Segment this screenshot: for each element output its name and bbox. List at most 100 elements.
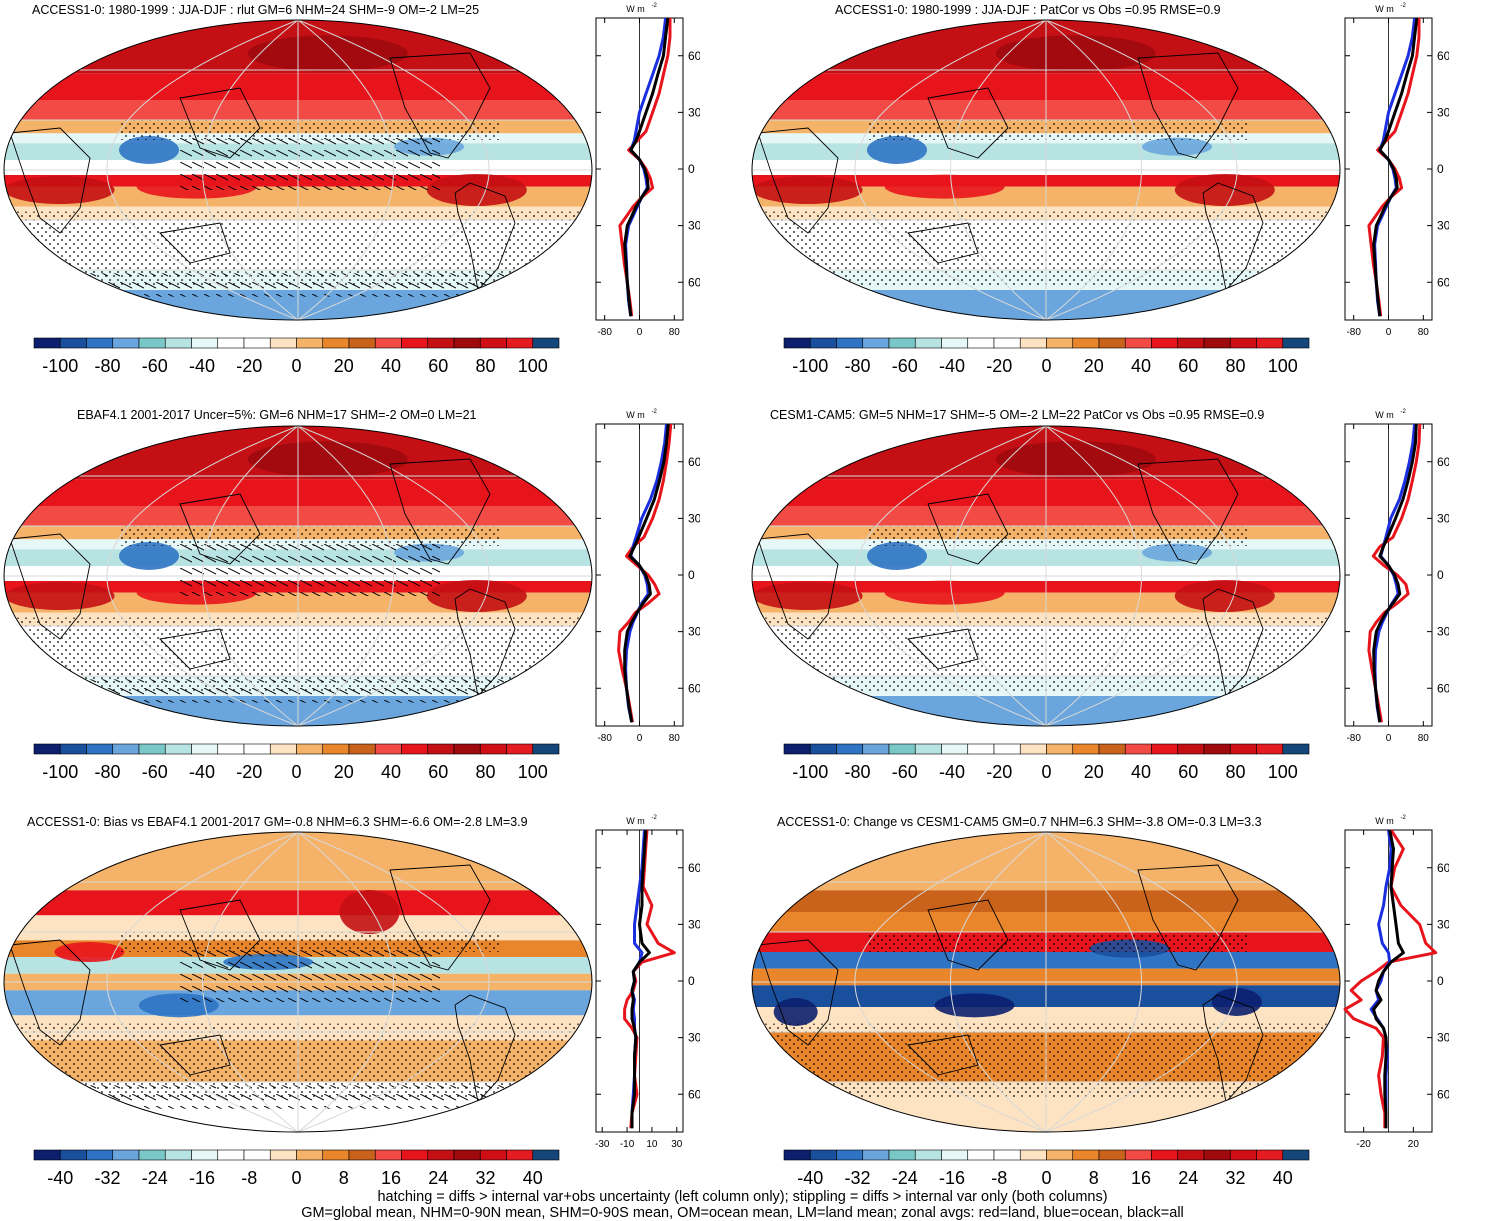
colorbar-label: 60 <box>1178 356 1198 376</box>
y-tick-label: 60N <box>1437 455 1449 469</box>
coastline <box>389 864 491 971</box>
colorbar-swatch <box>296 337 324 349</box>
y-tick-label: 60N <box>688 49 700 63</box>
colorbar-label: 0 <box>291 762 301 782</box>
graticule-line <box>1045 832 1238 1132</box>
coastline <box>1137 52 1239 159</box>
colorbar-swatch <box>164 1149 192 1161</box>
colorbar-swatch <box>138 337 166 349</box>
coastline <box>757 127 839 234</box>
map-field <box>4 426 592 726</box>
y-tick-label: 30N <box>1437 917 1449 931</box>
colorbar-label: -100 <box>792 762 828 782</box>
colorbar-swatch <box>348 337 376 349</box>
x-tick-label: 80 <box>669 327 681 338</box>
colorbar-label: 80 <box>475 356 495 376</box>
colorbar-swatch <box>941 337 969 349</box>
y-tick-label: 30S <box>1437 625 1449 639</box>
colorbar-swatch <box>993 743 1021 755</box>
colorbar-label: -8 <box>241 1168 257 1188</box>
colorbar-swatch <box>138 1149 166 1161</box>
colorbar-swatch <box>348 743 376 755</box>
y-tick-label: 30S <box>688 219 700 233</box>
coastline <box>1137 864 1239 971</box>
field-anomaly <box>4 582 115 610</box>
map-panel <box>3 19 593 321</box>
graticule-line <box>297 426 394 726</box>
x-tick-label: 80 <box>669 733 681 744</box>
y-tick-label: 30S <box>688 1031 700 1045</box>
y-tick-label: 60N <box>688 861 700 875</box>
colorbar-swatch <box>1256 1149 1284 1161</box>
colorbar-label: 40 <box>381 762 401 782</box>
y-tick-label: 60S <box>1437 275 1449 289</box>
colorbar-label: 80 <box>475 762 495 782</box>
colorbar-label: -24 <box>892 1168 918 1188</box>
footer-line-2: GM=global mean, NHM=0-90N mean, SHM=0-90… <box>301 1205 1184 1221</box>
colorbar-label: 16 <box>1131 1168 1151 1188</box>
coastline <box>1202 588 1264 697</box>
colorbar-swatch <box>1098 743 1126 755</box>
colorbar-label: -24 <box>142 1168 168 1188</box>
y-tick-label: 30N <box>688 511 700 525</box>
colorbar-swatch <box>401 743 429 755</box>
colorbar-swatch <box>506 1149 534 1161</box>
colorbar-swatch <box>1229 337 1257 349</box>
colorbar-swatch <box>191 337 219 349</box>
field-anomaly <box>752 176 863 204</box>
colorbar-label: -32 <box>844 1168 870 1188</box>
colorbar-swatch <box>191 743 219 755</box>
x-tick-label: 80 <box>1418 733 1430 744</box>
colorbar-swatch <box>532 743 560 755</box>
colorbar-swatch <box>243 337 271 349</box>
colorbar-swatch <box>809 1149 837 1161</box>
field-anomaly <box>339 890 400 934</box>
coastline <box>179 493 261 565</box>
field-anomaly <box>867 542 927 570</box>
colorbar-swatch <box>59 337 87 349</box>
colorbar-swatch <box>86 1149 114 1161</box>
field-anomaly <box>884 580 1005 605</box>
colorbar-swatch <box>836 743 864 755</box>
coastline <box>927 87 1009 159</box>
colorbar-label: 20 <box>334 762 354 782</box>
stippling <box>868 526 1248 546</box>
series-land <box>1367 18 1421 317</box>
y-tick-label: 60S <box>688 681 700 695</box>
coastline <box>389 52 491 159</box>
series-land <box>1367 423 1422 723</box>
field-anomaly <box>995 441 1156 478</box>
colorbar-swatch <box>914 743 942 755</box>
colorbar-swatch <box>1019 743 1047 755</box>
colorbar-swatch <box>1229 1149 1257 1161</box>
colorbar-swatch <box>1072 337 1100 349</box>
colorbar-label: 40 <box>1273 1168 1293 1188</box>
colorbar-swatch <box>401 1149 429 1161</box>
colorbar-label: 0 <box>1041 762 1051 782</box>
coastline <box>1202 994 1264 1103</box>
colorbar-label: -40 <box>47 1168 73 1188</box>
field-anomaly <box>426 580 527 612</box>
units-superscript: -2 <box>652 409 658 415</box>
x-tick-label: -80 <box>1346 733 1361 744</box>
colorbar-label: -20 <box>986 356 1012 376</box>
y-tick-label: 60N <box>688 455 700 469</box>
colorbar-swatch <box>783 1149 811 1161</box>
units-superscript: -2 <box>1401 409 1407 415</box>
coastline <box>927 493 1009 565</box>
colorbar-swatch <box>427 743 455 755</box>
colorbar-swatch <box>1124 743 1152 755</box>
graticule-line <box>1045 20 1142 320</box>
colorbar-label: -40 <box>189 356 215 376</box>
colorbar-swatch <box>1072 1149 1100 1161</box>
y-tick-label: 30N <box>688 917 700 931</box>
x-tick-label: -80 <box>1346 327 1361 338</box>
field-anomaly <box>995 35 1156 72</box>
colorbar-swatch <box>993 1149 1021 1161</box>
map-panel <box>3 425 593 727</box>
graticule-line <box>297 20 490 320</box>
map-outline <box>3 831 593 1133</box>
colorbar-label: -80 <box>94 356 120 376</box>
colorbar-swatch <box>269 1149 297 1161</box>
coastline <box>907 1034 979 1076</box>
